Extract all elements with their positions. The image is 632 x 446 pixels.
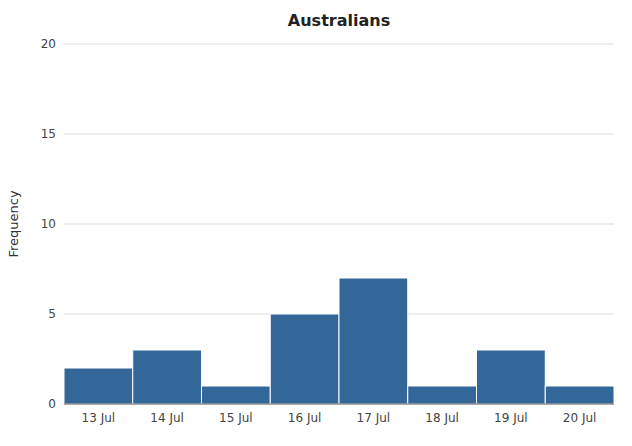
- x-tick-label: 15 Jul: [219, 411, 253, 425]
- bar: [270, 314, 339, 404]
- bar: [545, 386, 614, 404]
- bar: [339, 278, 408, 404]
- x-tick-label: 13 Jul: [82, 411, 116, 425]
- x-tick-label: 17 Jul: [357, 411, 391, 425]
- y-axis-label: Frequency: [6, 190, 21, 257]
- y-tick-label: 10: [41, 217, 56, 231]
- bar: [408, 386, 477, 404]
- bar: [477, 350, 546, 404]
- grid-line: [64, 224, 614, 225]
- bars: [64, 278, 614, 404]
- bar: [64, 368, 133, 404]
- y-tick-label: 0: [48, 397, 56, 411]
- grid-line: [64, 44, 614, 45]
- grid-line: [64, 404, 614, 405]
- x-tick-label: 19 Jul: [494, 411, 528, 425]
- bar: [133, 350, 202, 404]
- grid-line: [64, 134, 614, 135]
- x-tick-label: 16 Jul: [288, 411, 322, 425]
- x-tick-label: 14 Jul: [150, 411, 184, 425]
- x-tick-label: 20 Jul: [563, 411, 597, 425]
- y-grid: [64, 44, 614, 404]
- y-tick-label: 5: [48, 307, 56, 321]
- chart-container: 0 5 10 15 20 13 Jul 14 Jul 15 Jul 16 Jul 17 Jul 18…: [0, 0, 632, 446]
- y-tick-label: 15: [41, 127, 56, 141]
- x-axis-line: [64, 404, 614, 405]
- chart-svg: 0 5 10 15 20 13 Jul 14 Jul 15 Jul 16 Jul 17 Jul 18…: [0, 0, 632, 446]
- bar: [202, 386, 271, 404]
- y-tick-label: 20: [41, 37, 56, 51]
- x-tick-label: 18 Jul: [425, 411, 459, 425]
- chart-title: Australians: [288, 11, 390, 30]
